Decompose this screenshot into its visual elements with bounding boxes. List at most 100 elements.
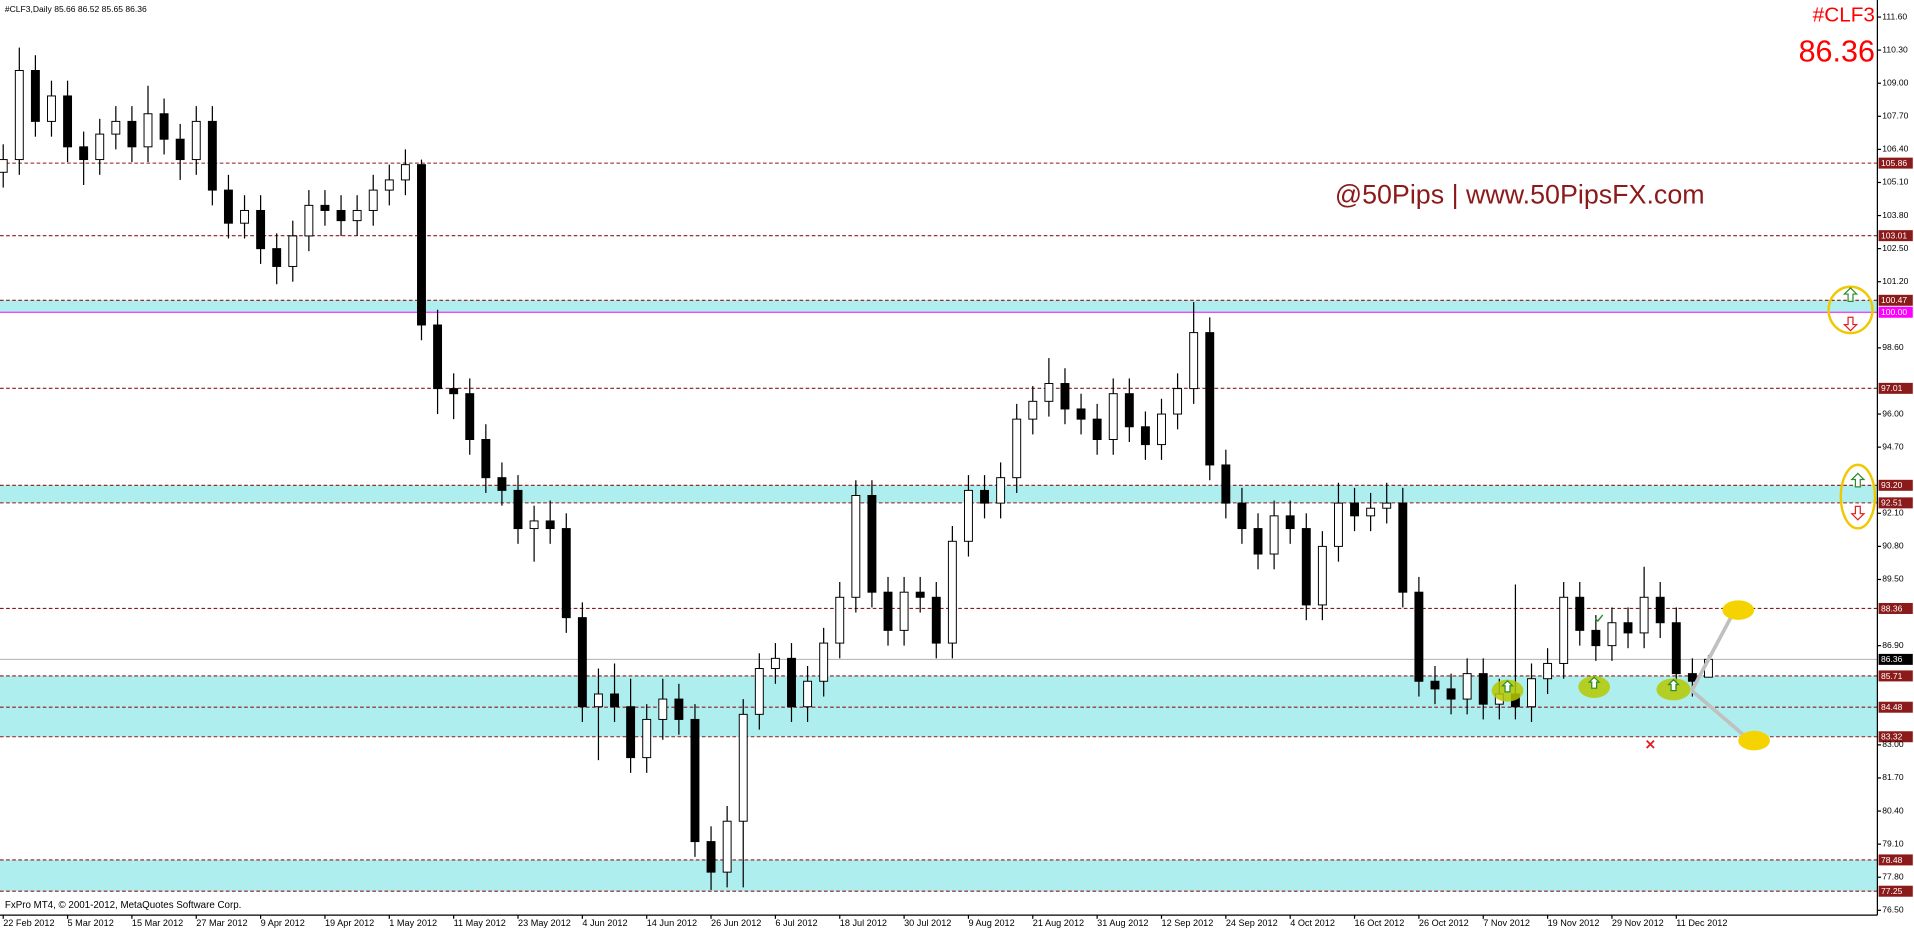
level-tag <box>1878 294 1913 306</box>
candle-body <box>754 668 764 715</box>
candle-body <box>1655 596 1665 624</box>
level-tag-label: 77.25 <box>1881 886 1903 896</box>
candle-body <box>593 693 603 708</box>
level-tag <box>1878 602 1913 614</box>
circle-marker <box>1827 285 1874 335</box>
candle-body <box>14 70 24 161</box>
zone <box>0 300 1878 313</box>
candle-body <box>1430 680 1440 690</box>
level-tag <box>1878 885 1913 897</box>
y-tick-label: 80.40 <box>1882 805 1904 815</box>
candle-body <box>915 591 925 598</box>
up-arrow <box>1842 287 1859 302</box>
candle-body <box>674 698 684 720</box>
candle-body <box>1366 507 1376 517</box>
level-tag-label: 83.32 <box>1881 732 1903 742</box>
y-tick-label: 94.70 <box>1882 441 1904 451</box>
candle-body <box>127 120 137 148</box>
candle-body <box>722 820 732 873</box>
cross-marker <box>1646 740 1655 749</box>
level-tag-label: 100.47 <box>1881 295 1907 305</box>
x-tick-label: 30 Jul 2012 <box>904 918 951 928</box>
candle-body <box>63 95 73 148</box>
candle-body <box>433 324 443 390</box>
candle-body <box>1253 528 1263 555</box>
candle-body <box>368 189 378 211</box>
candle-body <box>980 489 989 504</box>
annotations <box>1491 285 1877 751</box>
candle-body <box>1269 515 1279 555</box>
level-tag-label: 103.01 <box>1881 231 1907 241</box>
last-price: 86.36 <box>1799 35 1875 69</box>
y-tick-label: 76.50 <box>1882 905 1904 915</box>
y-tick-label: 103.80 <box>1882 210 1908 220</box>
candle-body <box>352 209 362 222</box>
y-tick-label: 96.00 <box>1882 408 1904 418</box>
candle-body <box>1639 596 1649 634</box>
candle-body <box>1607 622 1617 647</box>
y-tick-label: 102.50 <box>1882 243 1908 253</box>
candle-body <box>947 540 957 644</box>
candle-body <box>577 617 587 708</box>
candle-body <box>561 528 571 619</box>
candle-body <box>1398 502 1408 593</box>
x-tick-label: 5 Mar 2012 <box>68 918 114 928</box>
candle-body <box>384 179 394 191</box>
zone <box>0 859 1878 892</box>
candle-body <box>1221 464 1231 504</box>
candle-body <box>1478 673 1488 705</box>
x-tick-label: 9 Apr 2012 <box>261 918 305 928</box>
candle-body <box>899 591 909 631</box>
yellow-ellipse <box>1738 730 1770 751</box>
candle-body <box>336 209 346 222</box>
level-tag-label: 93.20 <box>1881 480 1903 490</box>
y-tick-label: 106.40 <box>1882 144 1908 154</box>
candle-body <box>1076 408 1086 420</box>
candle-body <box>288 235 298 267</box>
level-tag-label: 92.51 <box>1881 498 1903 508</box>
candle-body <box>223 189 233 224</box>
x-tick-label: 4 Jun 2012 <box>582 918 627 928</box>
x-tick-label: 6 Jul 2012 <box>775 918 817 928</box>
level-tag <box>1878 382 1913 394</box>
candle-body <box>1140 426 1150 446</box>
up-arrow <box>1850 472 1866 488</box>
level-tag <box>1878 731 1913 743</box>
candle-body <box>1124 393 1134 428</box>
candle-body <box>545 520 555 530</box>
x-tick-label: 21 Aug 2012 <box>1033 918 1084 928</box>
candle-body <box>610 693 619 708</box>
candle-body <box>400 164 410 181</box>
x-tick-label: 23 May 2012 <box>518 918 571 928</box>
candle-body <box>1687 673 1697 682</box>
y-tick-label: 111.60 <box>1882 11 1907 21</box>
candle-body <box>256 209 266 250</box>
level-tag-label: 100.00 <box>1881 307 1907 317</box>
candle-body <box>1559 596 1569 664</box>
candle-body <box>658 698 668 720</box>
candle-body <box>851 494 861 598</box>
candle-body <box>1575 596 1585 631</box>
candle-body <box>931 596 941 644</box>
x-tick-label: 22 Feb 2012 <box>3 918 54 928</box>
candle-body <box>626 706 636 759</box>
candle-body <box>304 204 314 237</box>
candle-body <box>1623 622 1633 634</box>
x-tick-label: 11 May 2012 <box>454 918 506 928</box>
x-tick-label: 4 Oct 2012 <box>1290 918 1335 928</box>
y-tick-label: 110.30 <box>1882 44 1908 54</box>
candle-body <box>1462 673 1472 700</box>
y-tick-label: 107.70 <box>1882 111 1908 121</box>
x-tick-label: 12 Sep 2012 <box>1161 918 1213 928</box>
level-tag <box>1878 306 1913 318</box>
candle-body <box>95 133 105 161</box>
copyright: FxPro MT4, © 2001-2012, MetaQuotes Softw… <box>5 900 241 911</box>
candle-body <box>706 841 716 873</box>
candle-body <box>1028 400 1038 420</box>
candle-body <box>1414 591 1424 682</box>
candle-body <box>417 164 426 326</box>
watermark: @50Pips | www.50PipsFX.com <box>1335 180 1705 210</box>
x-tick-label: 31 Aug 2012 <box>1097 918 1148 928</box>
level-tag-label: 86.36 <box>1881 654 1903 664</box>
